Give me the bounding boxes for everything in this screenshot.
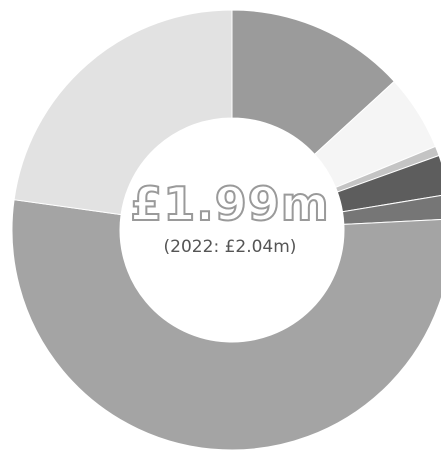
prior-year-value: (2022: £2.04m) (163, 237, 297, 257)
center-label: £1.99m (2022: £2.04m) (120, 177, 340, 258)
total-value: £1.99m (129, 177, 330, 231)
donut-slice-6 (11, 199, 441, 450)
donut-slice-7 (13, 9, 233, 216)
donut-slices (11, 9, 441, 450)
